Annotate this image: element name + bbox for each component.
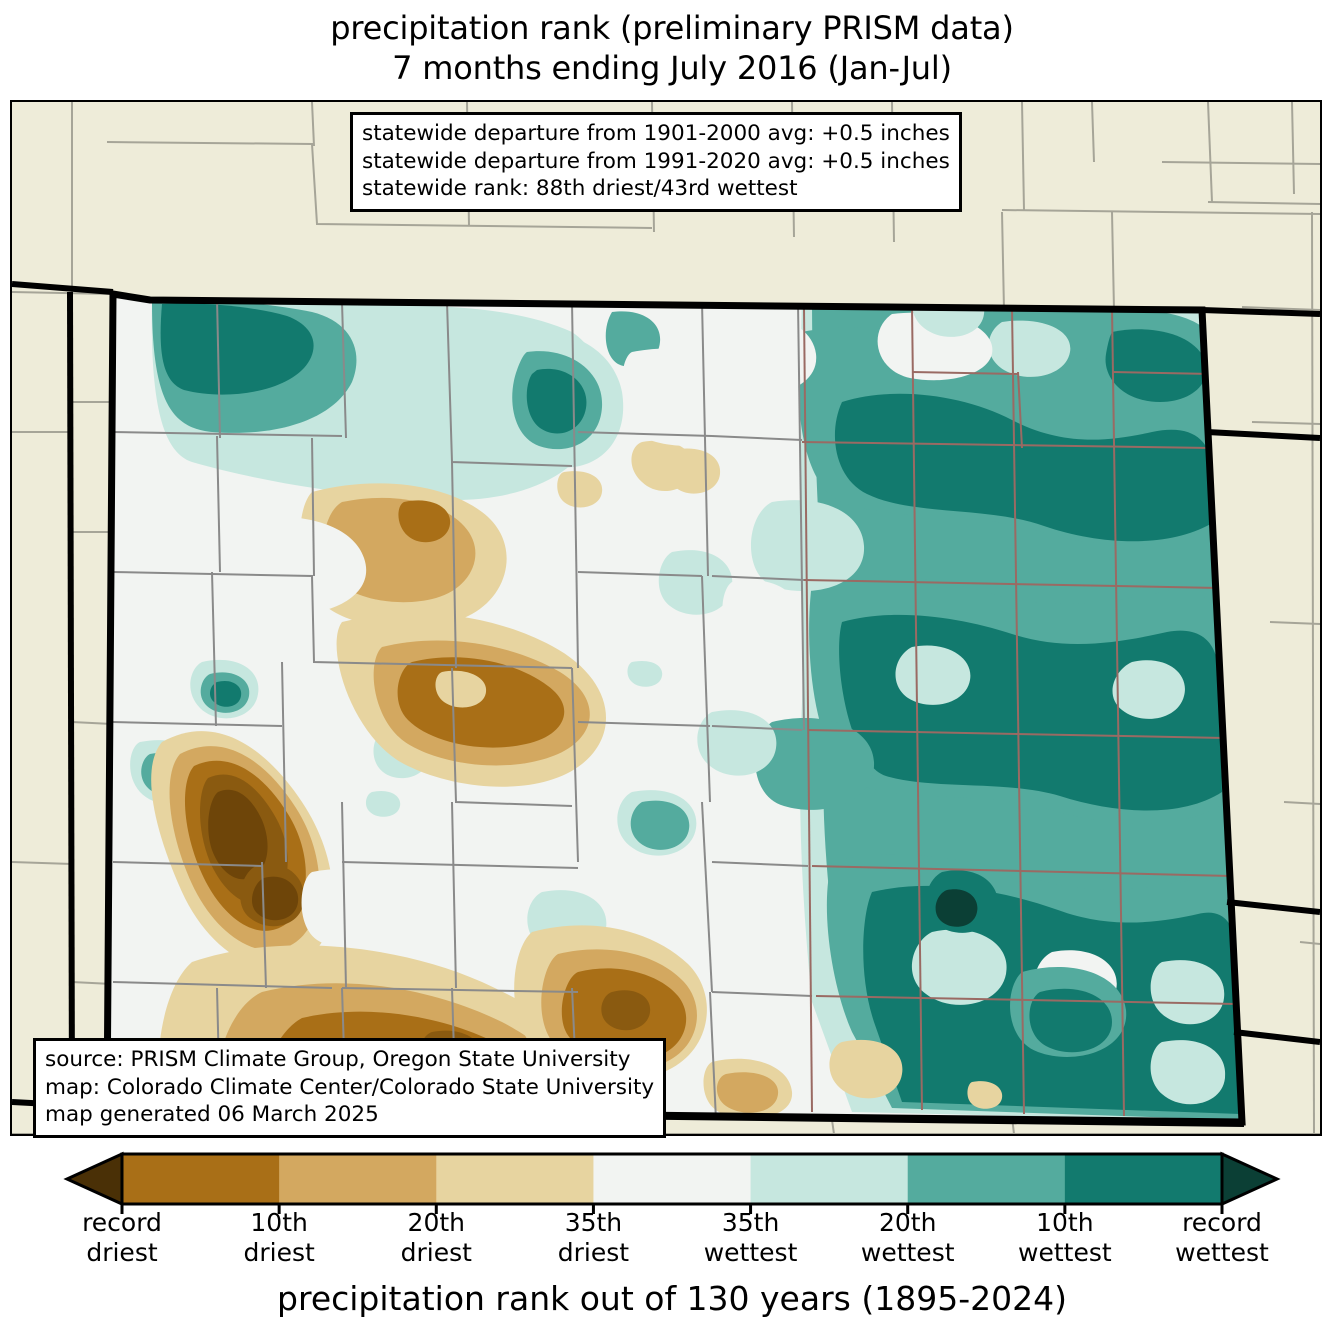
colorbar-legend: record driest 10th driest 20th driest 35th drie… — [0, 1146, 1344, 1336]
source-line-1: source: PRISM Climate Group, Oregon Stat… — [45, 1047, 631, 1072]
colorbar-tick-top: 35th — [721, 1208, 780, 1237]
colorbar-tick-top: record — [1182, 1208, 1262, 1237]
colorbar-tick-5: 35th wettest — [671, 1208, 831, 1268]
colorbar-tick-bottom: wettest — [1018, 1238, 1112, 1267]
page-title: precipitation rank (preliminary PRISM da… — [0, 8, 1344, 88]
colorbar-tick-3: 20th driest — [356, 1208, 516, 1268]
colorado-county-lines — [112, 297, 1239, 1121]
colorbar-tick-bottom: driest — [557, 1238, 630, 1267]
colorbar-tick-top: record — [82, 1208, 162, 1237]
stats-line-2: statewide departure from 1991-2020 avg: … — [362, 148, 950, 174]
colorado-precipitation-rank-map — [12, 102, 1320, 1134]
colorbar-tick-bottom: wettest — [860, 1238, 955, 1267]
colorbar-caption: precipitation rank out of 130 years (189… — [277, 1279, 1067, 1318]
stats-line-1: statewide departure from 1901-2000 avg: … — [362, 121, 950, 146]
colorbar-tick-bottom: driest — [400, 1238, 472, 1267]
colorbar-tick-4: 35th driest — [513, 1208, 673, 1268]
colorbar-tick-bottom: wettest — [703, 1238, 798, 1267]
colorbar-tick-top: 35th — [564, 1208, 623, 1237]
statewide-stats-box: statewide departure from 1901-2000 avg: … — [350, 112, 962, 212]
colorbar-tick-top: 20th — [407, 1208, 466, 1237]
colorbar-tick-top: 20th — [878, 1208, 937, 1237]
colorbar-tick-8: record wettest — [1142, 1208, 1302, 1268]
colorbar-tick-bottom: driest — [243, 1238, 315, 1267]
title-line-2: 7 months ending July 2016 (Jan-Jul) — [392, 49, 952, 87]
colorbar-tick-7: 10th wettest — [985, 1208, 1145, 1268]
colorbar-tick-top: 10th — [1036, 1208, 1094, 1237]
stats-line-3: statewide rank: 88th driest/43rd wettest — [362, 176, 798, 201]
colorbar-tick-labels: record driest 10th driest 20th driest 35th drie… — [0, 1208, 1344, 1274]
colorbar-tick-bottom: driest — [86, 1238, 158, 1267]
source-line-2: map: Colorado Climate Center/Colorado St… — [45, 1074, 655, 1100]
source-line-3: map generated 06 March 2025 — [45, 1102, 379, 1127]
colorbar-tick-6: 20th wettest — [828, 1208, 988, 1268]
colorbar-swatches — [63, 1151, 1281, 1214]
colorbar-tick-1: record driest — [42, 1208, 202, 1268]
source-credits-box: source: PRISM Climate Group, Oregon Stat… — [33, 1038, 667, 1138]
map-frame — [10, 100, 1322, 1136]
colorbar-tick-top: 10th — [250, 1208, 308, 1237]
title-line-1: precipitation rank (preliminary PRISM da… — [330, 9, 1014, 47]
precip-rank-contours — [107, 294, 1242, 1122]
colorbar-tick-2: 10th driest — [199, 1208, 359, 1268]
colorbar-tick-bottom: wettest — [1175, 1238, 1269, 1267]
